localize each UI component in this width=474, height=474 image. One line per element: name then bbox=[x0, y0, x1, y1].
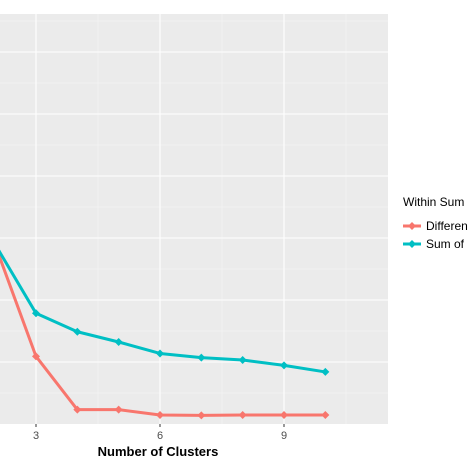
data-point-series-2 bbox=[280, 361, 288, 370]
x-axis-title: Number of Clusters bbox=[98, 444, 219, 459]
data-point-series-2 bbox=[197, 353, 206, 362]
data-point-series-1 bbox=[114, 405, 123, 414]
x-tick-label: 9 bbox=[281, 430, 287, 442]
legend-title: Within Sum bbox=[403, 195, 464, 209]
legend-key-marker bbox=[408, 222, 416, 230]
x-tick-label: 6 bbox=[157, 430, 163, 442]
legend: Within Sum Differen Sum of bbox=[403, 195, 468, 251]
data-point-series-1 bbox=[32, 352, 40, 361]
data-point-series-1 bbox=[321, 410, 330, 419]
legend-key-marker bbox=[408, 240, 416, 248]
data-point-series-2 bbox=[32, 309, 40, 318]
legend-label: Differen bbox=[426, 219, 468, 233]
data-point-series-1 bbox=[73, 405, 82, 414]
series-layer bbox=[0, 249, 330, 420]
data-point-series-1 bbox=[280, 410, 288, 419]
data-point-series-1 bbox=[156, 410, 164, 419]
data-point-series-1 bbox=[197, 411, 206, 420]
data-point-series-2 bbox=[73, 327, 82, 336]
minor-grid bbox=[0, 14, 388, 424]
data-point-series-2 bbox=[238, 356, 247, 365]
x-tick-label: 3 bbox=[33, 430, 39, 442]
data-point-series-2 bbox=[156, 349, 164, 358]
legend-items: Differen Sum of bbox=[403, 219, 468, 251]
data-point-series-1 bbox=[238, 410, 247, 419]
data-point-series-2 bbox=[321, 367, 330, 376]
legend-label: Sum of bbox=[426, 237, 465, 251]
x-axis-ticks: 3 6 9 bbox=[33, 424, 287, 442]
data-point-series-2 bbox=[114, 338, 123, 346]
